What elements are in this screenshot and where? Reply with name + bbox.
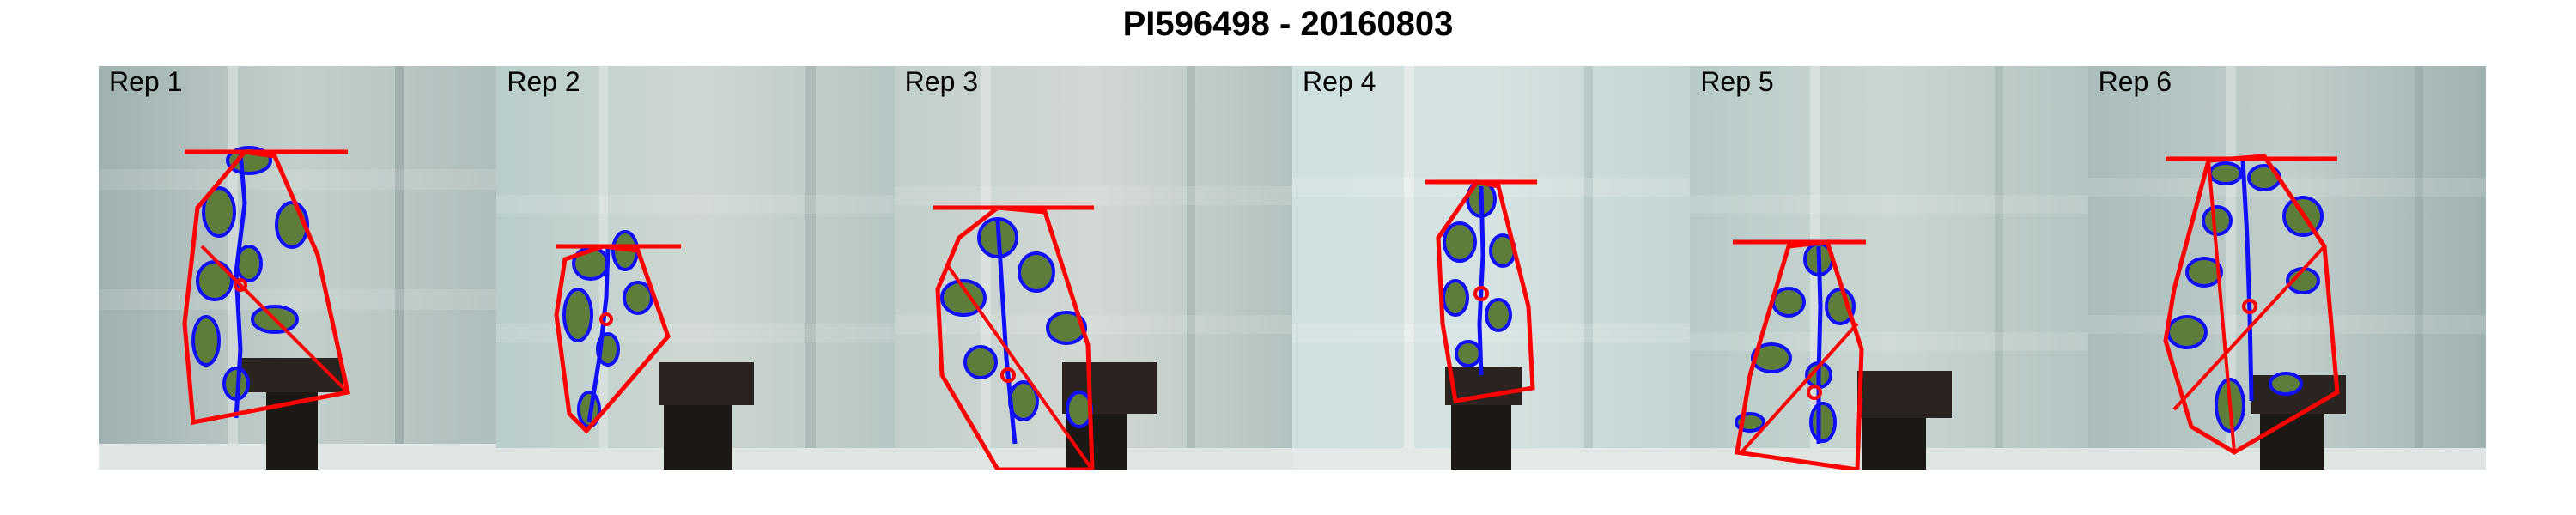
plant-photo-rep-6	[2087, 66, 2486, 470]
plant-photo-rep-1	[99, 66, 497, 470]
rep-label: Rep 2	[507, 66, 580, 97]
rep-label: Rep 3	[904, 66, 979, 97]
panel-rep-5: Rep 5	[1690, 66, 2088, 470]
rep-label: Rep 1	[109, 66, 183, 97]
plant-photo-rep-5	[1690, 66, 2088, 470]
rep-label: Rep 6	[2098, 66, 2172, 97]
panel-rep-6: Rep 6	[2087, 66, 2486, 470]
panel-rep-1: Rep 1	[99, 66, 497, 470]
panel-rep-3: Rep 3	[894, 66, 1292, 470]
panel-rep-4: Rep 4	[1291, 66, 1691, 470]
image-strip: Rep 1	[99, 66, 2486, 470]
figure-title: PI596498 - 20160803	[1122, 5, 1454, 43]
plant-photo-rep-4	[1291, 66, 1691, 470]
rep-label: Rep 5	[1700, 66, 1774, 97]
plant-photo-rep-2	[496, 66, 895, 470]
plant-photo-rep-3	[894, 66, 1292, 470]
panel-rep-2: Rep 2	[496, 66, 895, 470]
rep-label: Rep 4	[1302, 66, 1376, 97]
